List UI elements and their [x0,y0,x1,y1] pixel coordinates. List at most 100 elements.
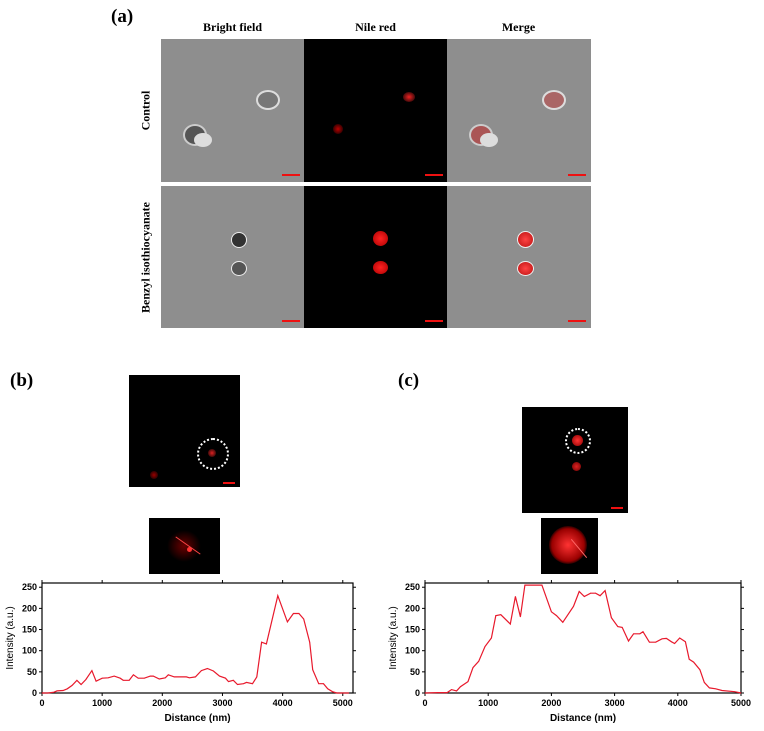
y-tick-label: 100 [405,646,420,656]
data-point [228,681,229,682]
data-point [246,682,247,683]
data-point [53,691,55,693]
data-point [478,660,480,662]
control-nile-red-image [304,39,447,182]
data-point [642,631,644,633]
x-axis-label: Distance (nm) [164,713,230,724]
data-point [633,633,634,635]
y-tick-label: 200 [22,603,37,613]
panel-b-zoom-inset [149,518,220,574]
data-point [472,667,474,669]
data-point [185,676,187,678]
data-point [648,641,650,643]
data-point [500,614,502,616]
data-point [152,675,154,677]
data-point [734,691,736,693]
data-point [298,613,300,614]
data-point [639,633,641,635]
data-point [158,678,160,680]
intensity-line [42,593,349,694]
data-point [252,683,253,685]
x-tick-label: 0 [422,698,427,708]
intensity-line [424,584,742,694]
data-point [309,641,311,643]
y-tick-label: 0 [32,688,37,698]
data-point [332,691,333,693]
x-tick-label: 2000 [152,698,172,708]
panel-c-fluorescence-image [522,407,628,513]
data-point [101,677,103,679]
data-point [437,692,439,693]
data-point [119,677,121,679]
data-point [207,668,208,669]
data-point [348,692,350,694]
y-tick-label: 150 [405,625,420,635]
data-point [551,611,552,613]
control-merge-image [447,39,591,182]
data-point [76,679,78,681]
x-tick-label: 0 [39,698,44,708]
x-tick-label: 4000 [273,698,293,708]
selection-circle [565,428,591,454]
data-point [599,595,601,597]
data-point [524,584,526,586]
data-point [715,688,717,690]
data-point [424,692,426,694]
data-point [201,670,202,671]
data-point [71,684,73,686]
plot-frame [41,582,354,694]
data-point [327,688,329,690]
data-point [66,688,68,690]
data-point [541,584,543,586]
data-point [679,637,681,639]
data-point [467,681,469,682]
data-point [149,675,151,677]
data-point [459,686,461,688]
selection-circle [197,438,229,470]
data-point [133,674,134,676]
data-point [617,626,619,627]
column-header-merge: Merge [501,20,536,34]
data-point [666,638,667,639]
x-tick-label: 5000 [731,698,751,708]
data-point [287,621,288,623]
data-point [219,675,220,677]
data-point [188,677,190,679]
data-point [595,592,597,594]
data-point [562,621,564,623]
x-tick-label: 1000 [478,698,498,708]
data-point [323,683,324,685]
y-tick-label: 100 [22,646,37,656]
data-point [261,641,262,643]
data-point [573,605,574,607]
data-point [684,641,686,643]
data-point [611,617,612,619]
intensity-profile-chart-c: 0 1000 2000 3000 4000 5000 0 50 100 150 200 250 Dist… [388,580,751,724]
y-tick-label: 50 [27,667,37,677]
x-tick-label: 3000 [605,698,625,708]
data-point [590,592,591,594]
data-point [621,627,623,628]
data-point [520,616,521,618]
data-point [113,675,115,677]
data-point [303,618,305,620]
data-point [41,692,43,694]
plot-frame [424,582,742,694]
data-point [173,676,175,678]
data-point [709,687,710,689]
data-point [265,643,267,645]
y-tick-label: 0 [415,688,420,698]
data-point [194,676,196,678]
x-tick-label: 2000 [541,698,561,708]
row-header-benzyl-isothiocyanate: Benzyl isothiocyanate [138,202,153,313]
data-point [661,638,663,640]
panel-c-label: (c) [398,370,420,391]
column-header-bright-field: Bright field [203,20,262,34]
data-point [336,692,338,694]
data-point [232,679,234,681]
x-tick-label: 4000 [668,698,688,708]
data-point [456,690,457,692]
data-point [628,640,629,642]
data-point [451,689,452,691]
